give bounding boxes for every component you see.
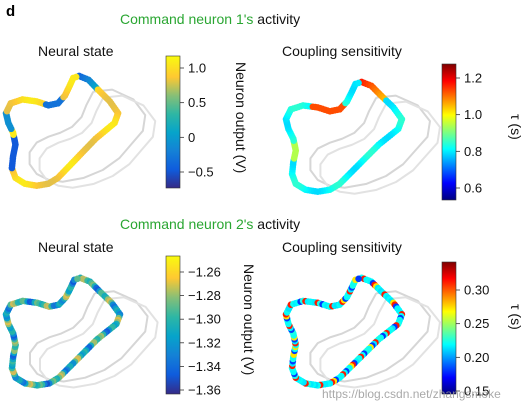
colorbar-tick-label: 0.30 [464,283,489,298]
row-2-title-black: activity [253,216,300,232]
track-point [74,275,81,283]
colorbar-tick-label: 0.8 [464,144,482,159]
track-point [72,73,80,81]
row-2-coupling-label: Coupling sensitivity [282,239,402,255]
ghost-track [38,94,157,189]
colorbar-tick-label: −1.32 [188,335,221,350]
ghost-track [39,296,159,389]
watermark: https://blog.csdn.net/zhangsmoke [322,387,501,401]
colorbar-tick-label: 1.0 [464,107,482,122]
ghost-track [309,94,431,189]
row-2-neural-colorbar-label: Neuron output (V) [241,264,257,375]
panel-letter: d [6,3,15,20]
row-1-title-black: activity [253,11,300,27]
colorbar-tick-label: 0 [188,130,195,145]
colorbar-tick-label: 0.6 [464,181,482,196]
ghost-track [29,290,149,383]
colorbar-tick-label: 0.5 [188,95,206,110]
ghost-track [319,296,441,389]
row-2-coupling-track [282,274,441,389]
row-1-neural-colorbar-label: Neuron output (V) [233,62,249,173]
row-1-coupling-colorbar-label: τ (s) [508,114,524,140]
colorbar-tick-label: −1.30 [188,312,221,327]
row-2-title-green: Command neuron 2's [120,216,253,232]
colorbar-tick-label: −1.36 [188,383,221,398]
row-2: Command neuron 2's activity Neural state… [2,216,524,399]
colorbar-tick-label: −1.34 [188,359,221,374]
row-1-coupling-label: Coupling sensitivity [282,43,402,59]
ghost-track [319,100,441,195]
colorbar-tick-label: 1.2 [464,71,482,86]
row-1-coupling-colorbar: 1.2 1.0 0.8 0.6 τ (s) [441,63,524,201]
row-1-neural-colorbar: 1.0 0.5 0 −0.5 Neuron output (V) [165,55,249,189]
colorbar-tick-label: 0.15 [464,384,489,399]
row-1: Command neuron 1's activity Neural state… [2,11,524,201]
row-1-coupling-track [282,78,441,195]
row-2-neural-state-label: Neural state [38,239,114,255]
colorbar-tick-label: 0.20 [464,350,489,365]
ghost-track [309,290,431,383]
colorbar-tick-label: −1.26 [188,265,221,280]
row-2-title: Command neuron 2's activity [120,216,300,232]
colorbar-tick-label: −0.5 [188,165,214,180]
track-point [355,79,362,87]
row-1-neural-state-label: Neural state [38,43,114,59]
row-2-coupling-colorbar-label: τ (s) [508,304,524,330]
track-point [355,275,362,283]
row-2-neural-colorbar: −1.26 −1.28 −1.30 −1.32 −1.34 −1.36 Neuron ou… [165,255,257,398]
row-1-title: Command neuron 1's activity [120,11,300,27]
colorbar-tick-label: 0.25 [464,316,489,331]
colorbar-tick-label: −1.28 [188,288,221,303]
row-1-neural-track [2,72,157,189]
row-2-neural-track [2,274,159,389]
colorbar-tick-label: 1.0 [188,61,206,76]
row-1-title-green: Command neuron 1's [120,11,253,27]
row-2-coupling-colorbar: 0.30 0.25 0.20 0.15 τ (s) [441,261,524,399]
